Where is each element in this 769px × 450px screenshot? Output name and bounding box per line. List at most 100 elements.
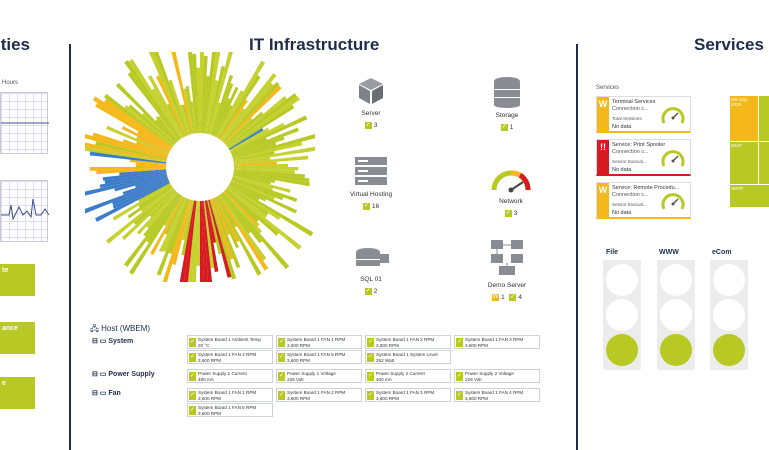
device-server[interactable]: Server ✓ 3 xyxy=(336,76,406,135)
sunburst-segment[interactable] xyxy=(224,117,253,145)
sunburst-segment[interactable] xyxy=(156,198,189,276)
sunburst-segment[interactable] xyxy=(191,200,199,282)
sunburst-segment[interactable] xyxy=(182,104,192,135)
sunburst-segment[interactable] xyxy=(168,52,193,135)
sunburst-segment[interactable] xyxy=(232,142,277,158)
sunburst-segment[interactable] xyxy=(99,172,167,189)
sunburst-segment[interactable] xyxy=(232,133,315,159)
sunburst-segment[interactable] xyxy=(183,200,197,282)
sunburst-segment[interactable] xyxy=(232,176,273,191)
device-network[interactable]: Network ✓ 3 xyxy=(476,160,546,223)
sunburst-segment[interactable] xyxy=(221,82,274,142)
sunburst-segment[interactable] xyxy=(226,186,268,219)
sunburst-segment[interactable] xyxy=(105,187,174,244)
sunburst-segment[interactable] xyxy=(140,186,174,213)
sunburst-segment[interactable] xyxy=(233,172,276,183)
sunburst-segment[interactable] xyxy=(146,192,179,229)
sunburst-segment[interactable] xyxy=(104,98,173,148)
sunburst-segment[interactable] xyxy=(128,195,182,275)
sunburst-segment[interactable] xyxy=(212,198,230,236)
sunburst-segment[interactable] xyxy=(85,174,168,196)
sunburst-segment[interactable] xyxy=(212,98,231,136)
device-virtual-hosting[interactable]: Virtual Hosting ✓ 16 xyxy=(336,157,406,216)
sunburst-segment[interactable] xyxy=(205,80,219,134)
sensor-tile[interactable]: ✓ System Board 1 FAN 2 RPM 3,600 RPM xyxy=(276,388,362,402)
sunburst-segment[interactable] xyxy=(226,95,288,147)
left-tile-1[interactable]: te xyxy=(0,264,35,296)
sunburst-segment[interactable] xyxy=(233,171,310,187)
sunburst-segment[interactable] xyxy=(115,82,177,144)
sunburst-segment[interactable] xyxy=(205,200,217,243)
sunburst-segment[interactable] xyxy=(229,127,270,152)
sunburst-segment[interactable] xyxy=(106,125,169,155)
sunburst-segment[interactable] xyxy=(233,163,289,167)
sunburst-segment[interactable] xyxy=(209,102,221,135)
sunburst-segment[interactable] xyxy=(230,122,285,153)
sunburst-segment[interactable] xyxy=(135,162,167,166)
sensor-tile[interactable]: ✓ Power Supply 2 Voltage 226 Volt xyxy=(454,369,540,383)
sunburst-segment[interactable] xyxy=(233,151,275,162)
device-sql01[interactable]: SQL 01 ✓ 2 xyxy=(336,246,406,301)
sunburst-segment[interactable] xyxy=(231,127,300,156)
sensor-tile[interactable]: ✓ System Board 1 FAN 4 RPM 3,600 RPM xyxy=(454,388,540,402)
sunburst-segment[interactable] xyxy=(155,119,178,143)
sunburst-segment[interactable] xyxy=(121,126,170,153)
sunburst-segment[interactable] xyxy=(217,60,266,139)
sunburst-segment[interactable] xyxy=(203,200,215,269)
sunburst-segment[interactable] xyxy=(211,198,241,269)
sunburst-segment[interactable] xyxy=(213,197,239,249)
sunburst-segment[interactable] xyxy=(124,105,174,147)
sunburst-segment[interactable] xyxy=(232,141,303,160)
sunburst-segment[interactable] xyxy=(147,75,185,138)
sunburst-segment[interactable] xyxy=(114,175,168,192)
sunburst-segment[interactable] xyxy=(210,198,234,260)
sensor-tile[interactable]: ✓ System Board 1 FAN 2 RPM 3,600 RPM xyxy=(365,335,451,349)
sunburst-segment[interactable] xyxy=(219,108,245,141)
sunburst-segment[interactable] xyxy=(227,186,269,216)
heat-cell-imap[interactable]: IMAP xyxy=(730,142,758,184)
sensor-tile[interactable]: ✓ System Board 1 System Level 252 Watt xyxy=(365,350,451,364)
sunburst-segment[interactable] xyxy=(203,52,219,134)
sunburst-segment[interactable] xyxy=(230,115,308,154)
sunburst-segment[interactable] xyxy=(231,137,267,155)
sunburst-segment[interactable] xyxy=(231,179,275,200)
sunburst-segment[interactable] xyxy=(232,175,291,193)
sunburst-segment[interactable] xyxy=(233,157,271,164)
sunburst-segment[interactable] xyxy=(210,74,234,136)
sunburst-segment[interactable] xyxy=(135,176,168,188)
sunburst-segment[interactable] xyxy=(95,181,170,222)
sunburst-segment[interactable] xyxy=(225,111,264,146)
sunburst-segment[interactable] xyxy=(119,169,167,176)
sunburst-segment[interactable] xyxy=(127,186,173,219)
sunburst-segment[interactable] xyxy=(151,52,189,136)
sunburst-segment[interactable] xyxy=(211,83,234,136)
sunburst-segment[interactable] xyxy=(192,53,199,134)
sunburst-segment[interactable] xyxy=(159,197,187,253)
sensor-tile[interactable]: ✓ System Board 1 FAN 3 RPM 3,600 RPM xyxy=(454,335,540,349)
sunburst-segment[interactable] xyxy=(228,104,295,149)
device-storage[interactable]: Storage ✓ 1 xyxy=(472,76,542,137)
sunburst-segment[interactable] xyxy=(202,200,213,282)
sunburst-segment[interactable] xyxy=(146,52,188,136)
sunburst-segment[interactable] xyxy=(226,93,298,148)
sunburst-segment[interactable] xyxy=(190,101,197,134)
sunburst-segment[interactable] xyxy=(200,52,205,134)
sunburst-segment[interactable] xyxy=(129,159,167,165)
sunburst-segment[interactable] xyxy=(85,140,167,162)
sunburst-segment[interactable] xyxy=(112,184,172,221)
sensor-tile[interactable]: ✓ System Board 1 Ambient Temp 20 °C xyxy=(187,335,273,349)
sunburst-segment[interactable] xyxy=(223,85,282,144)
sunburst-segment[interactable] xyxy=(166,103,186,137)
sunburst-segment[interactable] xyxy=(230,181,267,202)
sunburst-segment[interactable] xyxy=(185,86,196,134)
heat-cell[interactable] xyxy=(759,142,769,184)
sunburst-segment[interactable] xyxy=(230,180,298,214)
heat-cell-smtp[interactable]: SMTP xyxy=(730,185,769,207)
group-power-supply[interactable]: ⊟ ▭ Power Supply xyxy=(92,371,155,378)
sunburst-segment[interactable] xyxy=(96,168,167,175)
sensor-tile[interactable]: ✓ Power Supply 2 Current 400 mA xyxy=(365,369,451,383)
heat-cell-mssql[interactable]: MS SQL 2019 xyxy=(730,96,758,141)
sunburst-segment[interactable] xyxy=(135,164,167,167)
sunburst-segment[interactable] xyxy=(209,199,237,280)
sunburst-segment[interactable] xyxy=(208,199,232,278)
